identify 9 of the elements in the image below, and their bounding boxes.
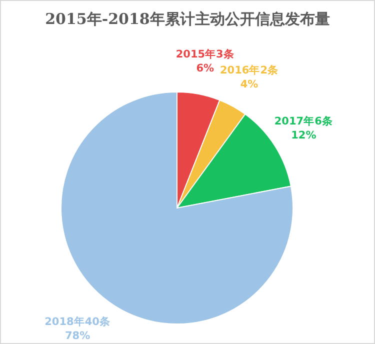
chart-title: 2015年-2018年累计主动公开信息发布量 [45, 10, 330, 28]
data-label: 4% [240, 78, 259, 91]
data-label: 12% [291, 130, 317, 142]
slice-label: 2015年3条 [176, 48, 234, 61]
data-label: 6% [196, 62, 214, 75]
slice-label: 2017年6条 [274, 114, 333, 128]
slice-label: 2018年40条 [44, 315, 110, 328]
slice-label: 2016年2条 [220, 64, 279, 77]
data-label: 78% [64, 330, 91, 342]
